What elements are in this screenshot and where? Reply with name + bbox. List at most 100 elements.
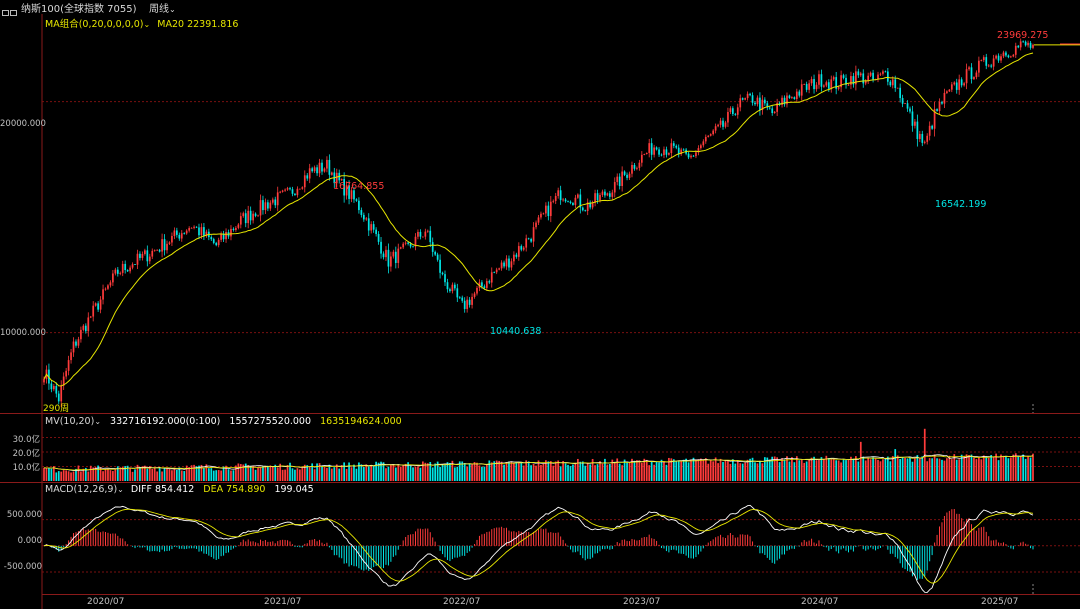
volume-bar: [631, 458, 633, 481]
volume-bar: [668, 457, 670, 481]
candle-body: [1027, 42, 1029, 46]
candle-body: [729, 108, 732, 112]
volume-bar: [916, 455, 919, 481]
volume-bar: [616, 458, 619, 481]
candle-body: [380, 241, 382, 254]
candle-body: [318, 162, 321, 174]
volume-bar: [1014, 453, 1017, 481]
candle-body: [259, 200, 262, 216]
volume-bar: [461, 461, 464, 481]
candle-body: [453, 284, 456, 289]
volume-bar: [545, 460, 547, 481]
volume-bar: [131, 471, 134, 481]
volume-bar: [257, 467, 259, 481]
volume-bar: [623, 459, 626, 481]
candle-body: [104, 288, 107, 290]
candle-body: [1017, 45, 1020, 48]
candle-body: [815, 84, 818, 90]
candle-body: [190, 227, 193, 229]
volume-bar: [542, 463, 545, 481]
volume-bar: [837, 460, 840, 481]
volume-bar: [264, 466, 267, 481]
candle-body: [121, 263, 124, 273]
volume-bar: [840, 462, 842, 481]
volume-bar: [855, 456, 857, 481]
volume-bar: [1029, 457, 1032, 481]
volume-bar: [121, 467, 124, 481]
candle-body: [505, 258, 508, 267]
candle-body: [813, 79, 815, 90]
candle-body: [495, 269, 498, 273]
volume-bar: [375, 461, 377, 481]
volume-bar: [303, 464, 306, 481]
macd-y-tick-2: -500.000: [3, 562, 42, 572]
volume-bar: [975, 459, 978, 481]
candle-body: [965, 69, 968, 84]
volume-bar: [535, 465, 537, 481]
volume-bar: [485, 464, 488, 481]
volume-bar: [508, 461, 510, 481]
chevron-down-icon[interactable]: ⌄: [143, 20, 151, 29]
candle-body: [1007, 55, 1010, 58]
candle-body: [163, 239, 166, 251]
volume-bar: [808, 459, 810, 481]
candle-body: [803, 84, 806, 85]
candle-body: [513, 254, 515, 262]
volume-bar: [741, 463, 744, 481]
ma-legend: MA组合(0,20,0,0,0,0)⌄ MA20 22391.816: [45, 16, 238, 30]
volume-bar: [744, 462, 747, 481]
candle-body: [158, 249, 161, 252]
volume-bar: [591, 458, 594, 481]
candle-body: [837, 87, 840, 89]
candle-body: [436, 254, 439, 260]
volume-bar: [525, 460, 528, 481]
volume-bar: [316, 463, 318, 481]
volume-bar: [284, 469, 286, 481]
candle-body: [281, 190, 284, 192]
volume-bar: [510, 461, 513, 481]
candle-body: [139, 253, 141, 258]
period-selector[interactable]: 周线⌄: [149, 0, 176, 15]
candle-body: [153, 250, 156, 252]
candle-body: [731, 108, 734, 114]
volume-bar: [911, 461, 914, 481]
volume-bar: [48, 468, 50, 481]
candle-body: [569, 201, 572, 203]
candle-body: [446, 282, 449, 290]
chevron-down-icon[interactable]: ⌄: [94, 417, 102, 426]
candle-body: [328, 159, 331, 175]
volume-bar: [608, 464, 611, 481]
candle-body: [220, 233, 222, 240]
candle-body: [422, 236, 424, 238]
candle-body: [52, 386, 55, 390]
macd-indicator-label[interactable]: MACD(12,26,9): [45, 484, 118, 495]
volume-bar: [185, 465, 188, 481]
candle-body: [232, 228, 235, 230]
instrument-title[interactable]: 纳斯100(全球指数 7055): [21, 4, 137, 15]
ma-indicator-label[interactable]: MA组合(0,20,0,0,0,0): [45, 19, 144, 30]
candle-body: [498, 268, 500, 270]
volume-ma10-value: 1557275520.000: [229, 416, 312, 427]
candle-body: [850, 76, 852, 85]
volume-bar: [175, 469, 178, 481]
volume-indicator-label[interactable]: MV(10,20): [45, 416, 95, 427]
candle-body: [348, 185, 350, 199]
volume-bar: [791, 457, 793, 481]
volume-bar: [540, 465, 542, 481]
window-icon[interactable]: [2, 2, 18, 16]
chevron-down-icon[interactable]: ⌄: [117, 485, 124, 494]
candle-body: [119, 272, 122, 274]
candle-body: [751, 95, 754, 103]
candle-body: [217, 239, 220, 246]
volume-bar: [874, 458, 877, 481]
x-axis-label: 2021/07: [264, 597, 302, 607]
volume-value: 332716192.000(0:100): [110, 416, 221, 427]
volume-bar: [894, 449, 897, 481]
volume-bar: [168, 468, 171, 481]
volume-bar: [65, 470, 68, 481]
volume-bar: [355, 468, 358, 481]
volume-bar: [200, 464, 203, 481]
candle-body: [365, 218, 368, 220]
volume-bar: [559, 466, 562, 481]
x-axis-label: 2022/07: [443, 597, 481, 607]
